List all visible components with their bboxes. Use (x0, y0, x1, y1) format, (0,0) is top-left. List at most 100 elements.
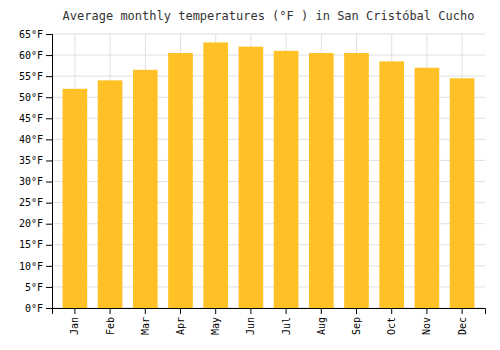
tick: Nov (421, 308, 432, 335)
tick-label: 45°F (19, 113, 43, 124)
chart-svg: Average monthly temperatures (°F ) in Sa… (0, 0, 500, 350)
tick: 60°F (19, 50, 52, 61)
tick: 5°F (25, 282, 52, 293)
tick-mark (215, 308, 216, 314)
tick-label: 65°F (19, 29, 43, 40)
axis-line (46, 35, 53, 309)
tick-mark (286, 308, 287, 314)
tick-mark (46, 76, 52, 77)
tick-mark (46, 34, 52, 35)
tick-mark (321, 308, 322, 314)
tick-label: May (210, 317, 221, 335)
tick: Sep (351, 308, 362, 335)
tick: 55°F (19, 71, 52, 82)
tick-label: Jul (281, 317, 292, 335)
x-axis: Jan Feb Mar Apr May Jun Jul Aug Sep Oct Nov Dec (53, 308, 486, 335)
tick: Mar (140, 308, 151, 335)
bars (63, 42, 475, 308)
axis-line (53, 309, 486, 315)
tick-label: 40°F (19, 134, 43, 145)
tick: 10°F (19, 261, 52, 272)
tick: 30°F (19, 176, 52, 187)
tick-mark (46, 55, 52, 56)
tick-mark (356, 308, 357, 314)
tick-label: Dec (457, 317, 468, 335)
tick: Jul (281, 308, 292, 335)
grid-line (52, 55, 485, 56)
tick-label: Jan (69, 317, 80, 335)
bar (133, 70, 158, 308)
tick-label: Jun (245, 317, 256, 335)
tick: 0°F (25, 303, 52, 314)
tick: 25°F (19, 197, 52, 208)
tick: Dec (457, 308, 468, 335)
tick-label: 15°F (19, 239, 43, 250)
tick-mark (46, 266, 52, 267)
bar (415, 68, 440, 308)
bar (168, 53, 193, 308)
tick: 20°F (19, 218, 52, 229)
tick: 45°F (19, 113, 52, 124)
tick: Apr (175, 308, 186, 335)
tick: 50°F (19, 92, 52, 103)
tick-label: Mar (140, 317, 151, 335)
bar (309, 53, 334, 308)
bar (274, 51, 299, 308)
tick-mark (46, 182, 52, 183)
tick-mark (46, 287, 52, 288)
bar (63, 89, 88, 308)
tick-mark (462, 308, 463, 314)
tick-label: Apr (175, 317, 186, 335)
tick-label: Oct (386, 317, 397, 335)
tick-label: 20°F (19, 218, 43, 229)
tick-mark (46, 118, 52, 119)
tick: 40°F (19, 134, 52, 145)
tick-label: Sep (351, 317, 362, 335)
tick-label: 10°F (19, 261, 43, 272)
bar (344, 53, 369, 308)
chart-container: Average monthly temperatures (°F ) in Sa… (0, 0, 500, 350)
chart-title: Average monthly temperatures (°F ) in Sa… (63, 9, 475, 23)
tick-mark (145, 308, 146, 314)
tick-mark (426, 308, 427, 314)
tick-mark (46, 308, 52, 309)
tick-mark (46, 203, 52, 204)
tick-label: Nov (421, 317, 432, 335)
tick-mark (110, 308, 111, 314)
tick: Jan (69, 308, 80, 335)
tick: Feb (105, 308, 116, 335)
tick: 35°F (19, 155, 52, 166)
tick: May (210, 308, 221, 335)
y-axis: 0°F 5°F 10°F 15°F 20°F 25°F 30°F 35°F 40°F 45°F 50… (19, 29, 53, 314)
tick-label: 35°F (19, 155, 43, 166)
bar (450, 78, 475, 308)
grid (52, 34, 485, 308)
tick: Jun (245, 308, 256, 335)
tick-label: 25°F (19, 197, 43, 208)
tick-mark (391, 308, 392, 314)
tick: Oct (386, 308, 397, 335)
plot-area: 0°F 5°F 10°F 15°F 20°F 25°F 30°F 35°F 40°F 45°F 50… (19, 29, 486, 335)
tick-mark (74, 308, 75, 314)
tick-mark (46, 160, 52, 161)
tick-mark (46, 97, 52, 98)
tick-mark (46, 139, 52, 140)
bar (239, 47, 264, 308)
grid-line (52, 34, 485, 35)
tick-label: 55°F (19, 71, 43, 82)
tick-label: 0°F (25, 303, 43, 314)
tick: 65°F (19, 29, 52, 40)
tick: 15°F (19, 239, 52, 250)
tick-label: Aug (316, 317, 327, 335)
tick-label: 60°F (19, 50, 43, 61)
bar (98, 80, 123, 308)
tick-label: 5°F (25, 282, 43, 293)
bar (379, 61, 404, 308)
tick-mark (46, 224, 52, 225)
tick-label: 50°F (19, 92, 43, 103)
tick-mark (180, 308, 181, 314)
tick-mark (250, 308, 251, 314)
tick: Aug (316, 308, 327, 335)
tick-label: 30°F (19, 176, 43, 187)
tick-mark (46, 245, 52, 246)
